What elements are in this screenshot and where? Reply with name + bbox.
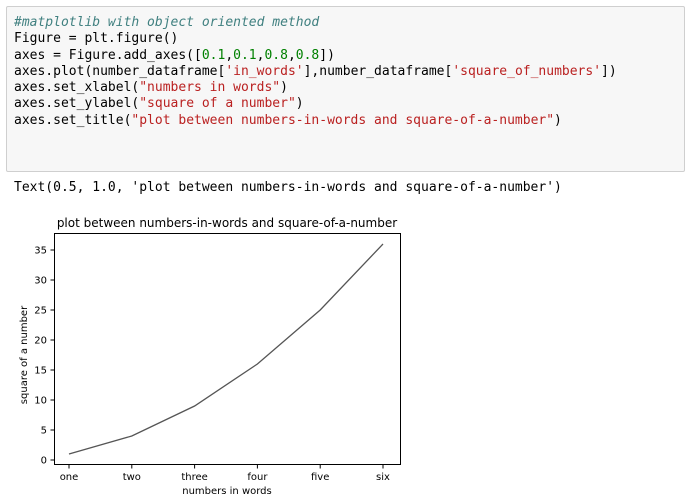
chart-title: plot between numbers-in-words and square… bbox=[57, 216, 397, 230]
cell-output-text: Text(0.5, 1.0, 'plot between numbers-in-… bbox=[14, 180, 562, 195]
code-line[interactable]: #matplotlib with object oriented method bbox=[14, 15, 684, 31]
x-tick-label: four bbox=[247, 472, 268, 483]
code-token: axes.plot(number_dataframe[ bbox=[14, 63, 226, 79]
y-tick-label: 30 bbox=[34, 276, 47, 287]
code-str-token: "numbers in words" bbox=[139, 80, 281, 96]
y-axis-label: square of a number bbox=[19, 305, 30, 404]
x-axis-label: numbers in words bbox=[182, 486, 272, 496]
y-tick-label: 5 bbox=[41, 426, 47, 437]
code-token: ) bbox=[280, 80, 288, 96]
code-str-token: 'in_words' bbox=[225, 63, 304, 79]
code-line[interactable]: axes.set_ylabel("square of a number") bbox=[14, 96, 684, 112]
y-tick-label: 15 bbox=[34, 366, 47, 377]
y-tick-label: 35 bbox=[34, 246, 47, 257]
code-token: ],number_dataframe[ bbox=[303, 63, 453, 79]
code-token: ) bbox=[554, 112, 562, 128]
y-tick-label: 0 bbox=[41, 456, 47, 467]
code-token: , bbox=[287, 47, 296, 63]
code-cell[interactable]: #matplotlib with object oriented method F… bbox=[6, 6, 685, 172]
code-str-token: 'square_of_numbers' bbox=[452, 63, 602, 79]
code-token: axes = Figure.add_axes([ bbox=[14, 47, 202, 63]
code-line[interactable]: axes.plot(number_dataframe['in_words'],n… bbox=[14, 64, 684, 80]
code-token: axes.set_xlabel( bbox=[14, 80, 140, 96]
x-tick-label: six bbox=[376, 472, 390, 483]
x-tick-label: three bbox=[181, 472, 207, 483]
code-num-token: 0.1 bbox=[233, 47, 257, 63]
code-token: Figure = plt.figure() bbox=[14, 31, 179, 47]
axis-ticks: 0 5 10 15 20 25 30 35 one two three four five six bbox=[34, 246, 390, 484]
code-str-token: "square of a number" bbox=[139, 96, 296, 112]
y-tick-label: 20 bbox=[34, 336, 47, 347]
code-editor[interactable]: #matplotlib with object oriented method F… bbox=[14, 15, 684, 129]
y-tick-label: 10 bbox=[34, 396, 47, 407]
code-str-token: "plot between numbers-in-words and squar… bbox=[131, 112, 555, 128]
code-line[interactable]: Figure = plt.figure() bbox=[14, 31, 684, 47]
code-num-token: 0.8 bbox=[264, 47, 288, 63]
x-tick-label: two bbox=[123, 472, 141, 483]
code-line[interactable]: axes.set_title("plot between numbers-in-… bbox=[14, 113, 684, 129]
code-token: , bbox=[256, 47, 265, 63]
x-tick-label: five bbox=[311, 472, 329, 483]
code-token: axes.set_ylabel( bbox=[14, 96, 140, 112]
line-chart-figure: plot between numbers-in-words and square… bbox=[19, 216, 401, 496]
code-token: ) bbox=[295, 96, 304, 112]
code-token: ]) bbox=[319, 47, 335, 63]
series-line bbox=[68, 243, 384, 455]
code-line[interactable]: axes = Figure.add_axes([0.1,0.1,0.8,0.8]… bbox=[14, 48, 684, 64]
code-comment-token: #matplotlib with object oriented method bbox=[14, 15, 320, 30]
y-tick-label: 25 bbox=[34, 306, 47, 317]
code-num-token: 0.8 bbox=[295, 47, 320, 63]
code-token: , bbox=[225, 47, 234, 63]
axes-frame bbox=[54, 233, 401, 465]
code-num-token: 0.1 bbox=[201, 47, 226, 63]
code-token: ]) bbox=[601, 63, 617, 79]
code-token: axes.set_title( bbox=[14, 112, 132, 128]
x-tick-label: one bbox=[60, 472, 79, 483]
code-line[interactable]: axes.set_xlabel("numbers in words") bbox=[14, 80, 684, 96]
